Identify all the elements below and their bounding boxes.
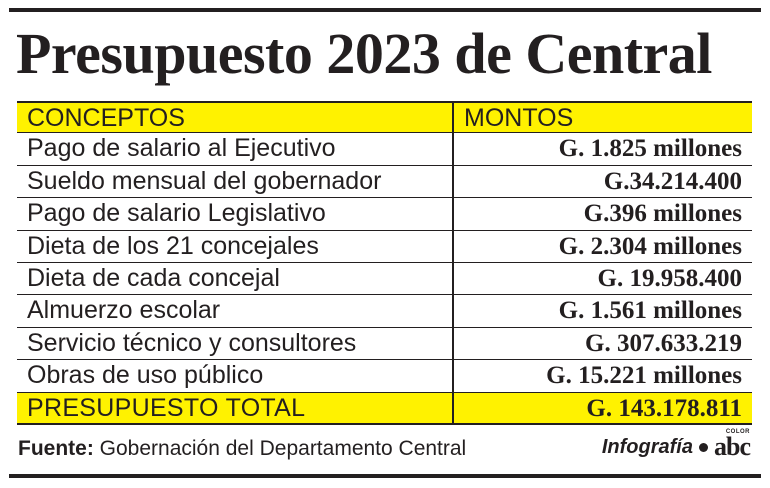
table-header-row: CONCEPTOS MONTOS <box>17 101 752 134</box>
row-concept: Servicio técnico y consultores <box>17 327 454 360</box>
table-row: Sueldo mensual del gobernador G.34.214.4… <box>17 165 752 199</box>
row-amount: G. 307.633.219 <box>585 329 742 357</box>
total-amount: G. 143.178.811 <box>586 394 742 422</box>
budget-table: CONCEPTOS MONTOS Pago de salario al Ejec… <box>17 101 752 425</box>
total-concept: PRESUPUESTO TOTAL <box>17 392 454 423</box>
row-amount: G. 2.304 millones <box>558 232 742 260</box>
header-concepts: CONCEPTOS <box>17 103 454 133</box>
credit-label: Infografía <box>601 436 693 458</box>
header-amounts: MONTOS <box>464 104 574 132</box>
row-amount: G. 19.958.400 <box>597 264 742 292</box>
table-row: Dieta de los 21 concejales G. 2.304 mill… <box>17 230 752 263</box>
row-concept: Pago de salario al Ejecutivo <box>17 133 454 165</box>
table-row: Pago de salario al Ejecutivo G. 1.825 mi… <box>17 133 752 166</box>
table-row: Almuerzo escolar G. 1.561 millones <box>17 295 752 328</box>
table-row: Dieta de cada concejal G. 19.958.400 <box>17 262 752 296</box>
table-row: Obras de uso público G. 15.221 millones <box>17 360 752 393</box>
source-label: Fuente: <box>18 437 94 460</box>
table-total-row: PRESUPUESTO TOTAL G. 143.178.811 <box>17 392 752 425</box>
row-concept: Pago de salario Legislativo <box>17 198 454 230</box>
page-title: Presupuesto 2023 de Central <box>16 21 712 86</box>
row-amount: G. 15.221 millones <box>546 362 742 390</box>
row-amount: G. 1.561 millones <box>558 297 742 325</box>
table-row: Servicio técnico y consultores G. 307.63… <box>17 327 752 361</box>
credit: Infografía abc COLOR <box>601 429 751 461</box>
row-concept: Obras de uso público <box>17 360 454 392</box>
abc-logo: abc COLOR <box>714 429 751 461</box>
table-row: Pago de salario Legislativo G.396 millon… <box>17 198 752 231</box>
row-amount: G. 1.825 millones <box>558 135 742 163</box>
bottom-rule <box>9 474 761 478</box>
logo-text: abc <box>714 432 751 461</box>
row-concept: Sueldo mensual del gobernador <box>17 165 454 198</box>
row-amount: G.34.214.400 <box>603 167 742 195</box>
row-concept: Almuerzo escolar <box>17 295 454 327</box>
logo-sup: COLOR <box>725 429 750 435</box>
row-concept: Dieta de cada concejal <box>17 262 454 295</box>
source-line: Fuente: Gobernación del Departamento Cen… <box>18 437 466 461</box>
source-text: Gobernación del Departamento Central <box>99 437 467 460</box>
bullet-icon <box>699 442 708 452</box>
top-rule <box>9 8 761 12</box>
row-amount: G.396 millones <box>583 200 742 228</box>
row-concept: Dieta de los 21 concejales <box>17 230 454 262</box>
